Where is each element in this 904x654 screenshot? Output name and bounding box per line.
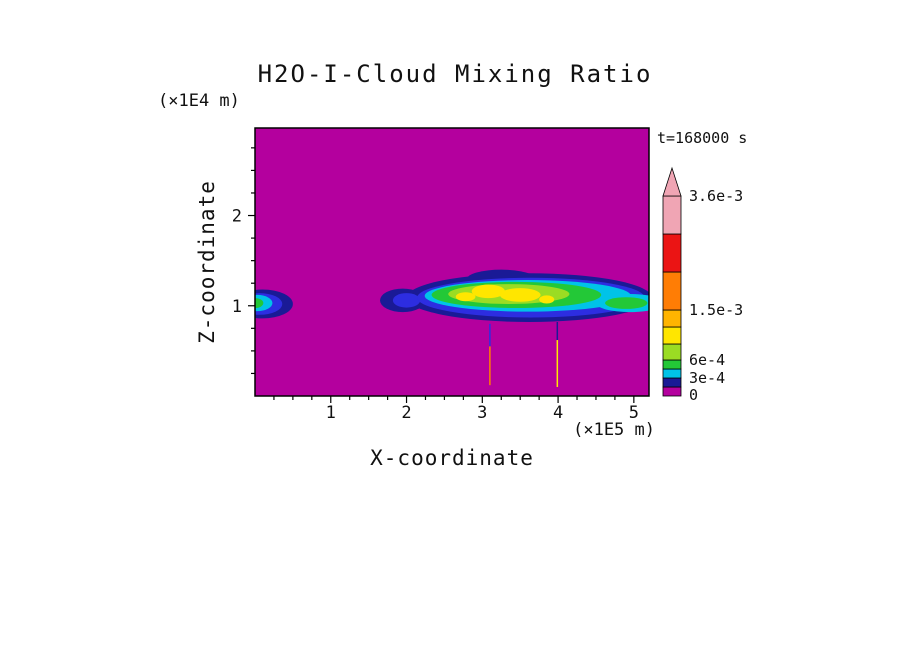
timestamp-label: t=168000 s [657, 129, 748, 147]
x-tick-label: 2 [401, 403, 411, 423]
z-axis-title: Z-coordinate [195, 180, 219, 344]
colorbar-label: 1.5e-3 [689, 301, 743, 319]
colorbar-segment [662, 326, 682, 345]
precip-streak-west [489, 323, 491, 347]
yellow-patch-center [499, 288, 541, 302]
cloud-field [255, 269, 649, 387]
colorbar-label-zero: 0 [689, 386, 698, 404]
chart-title: H2O-I-Cloud Mixing Ratio [257, 60, 653, 88]
yellow-patch-east [539, 295, 555, 304]
x-axis-unit-label: (×1E5 m) [573, 420, 655, 440]
colorbar-segment [662, 233, 682, 273]
precip-streak-east [556, 340, 559, 387]
plot-frame [254, 127, 650, 397]
colorbar: 3e-46e-4 1.5e-3 3.6e-3 0 [662, 166, 743, 404]
yellow-patch-mid [471, 284, 506, 299]
z-tick-label: 1 [232, 297, 242, 317]
z-tick-label: 2 [232, 207, 242, 227]
yellow-patch-west [455, 292, 476, 302]
colorbar-segment [662, 368, 682, 379]
colorbar-overflow-arrow [662, 166, 682, 197]
x-tick-label: 4 [553, 403, 563, 423]
colorbar-segment [662, 343, 682, 361]
colorbar-segment [662, 359, 682, 370]
colorbar-label: 3.6e-3 [689, 187, 743, 205]
colorbar-segment [662, 309, 682, 328]
x-axis-title: X-coordinate [370, 446, 534, 470]
z-axis-unit-label: (×1E4 m) [158, 91, 240, 111]
colorbar-label: 6e-4 [689, 351, 725, 369]
precip-streak-west [489, 346, 491, 386]
east-band-green [605, 297, 648, 309]
x-tick-label: 5 [629, 403, 639, 423]
colorbar-segment [662, 377, 682, 388]
colorbar-segment [662, 386, 682, 397]
precip-streak-east [556, 322, 559, 341]
colorbar-segment [662, 195, 682, 235]
axis-tick-labels: 1 2 3 4 5 1 2 [232, 207, 639, 423]
axis-ticks [248, 147, 635, 403]
left-cloud-green [255, 298, 264, 309]
x-tick-label: 1 [326, 403, 336, 423]
west-anvil-blue [392, 293, 421, 308]
x-tick-label: 3 [477, 403, 487, 423]
colorbar-label: 3e-4 [689, 369, 725, 387]
colorbar-segment [662, 271, 682, 311]
plot-background [255, 128, 649, 396]
